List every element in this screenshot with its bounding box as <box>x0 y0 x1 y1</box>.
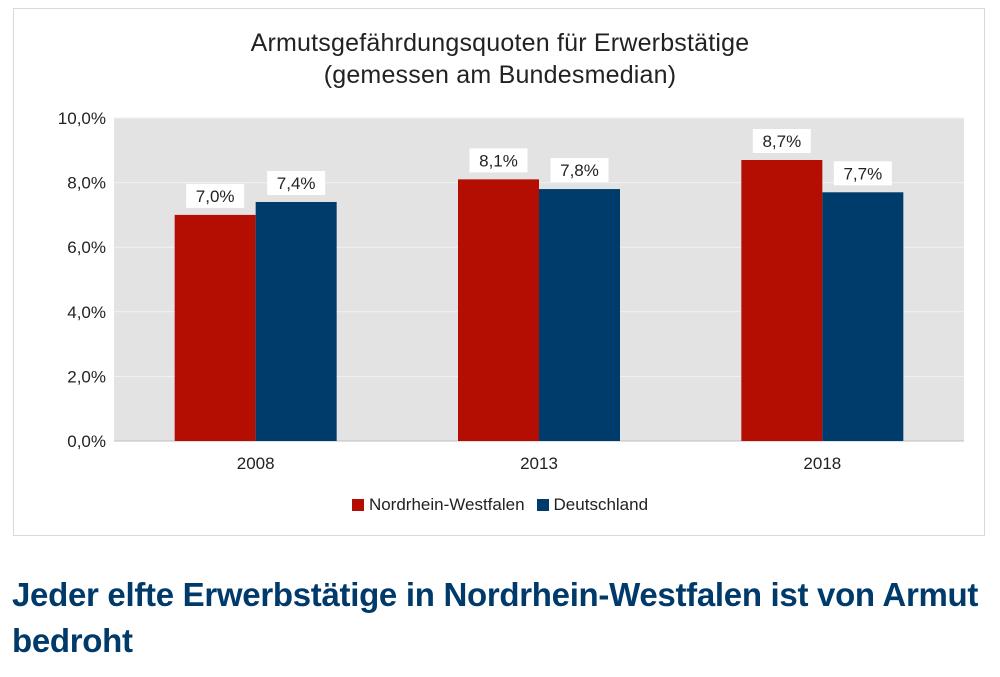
chart-title-block: Armutsgefährdungsquoten für Erwerbstätig… <box>14 27 986 91</box>
data-label: 8,7% <box>762 132 801 151</box>
bar <box>458 179 539 441</box>
y-tick-label: 6,0% <box>67 238 106 257</box>
chart-frame: Armutsgefährdungsquoten für Erwerbstätig… <box>13 8 985 536</box>
data-label: 7,8% <box>560 161 599 180</box>
y-tick-label: 2,0% <box>67 367 106 386</box>
legend-swatch <box>536 499 549 511</box>
data-label: 8,1% <box>479 151 518 170</box>
data-label-box <box>752 128 811 153</box>
data-label-box <box>550 158 609 183</box>
x-tick-label: 2008 <box>237 454 275 473</box>
data-label-box <box>469 148 528 173</box>
legend-item: Nordrhein-Westfalen <box>351 495 525 515</box>
y-tick-label: 10,0% <box>58 109 106 128</box>
x-tick-label: 2013 <box>520 454 558 473</box>
bar-chart: 0,0% 2,0% 4,0% 6,0% 8,0% 10,0% 7,0% 7,4% 2008 8,1… <box>58 109 964 473</box>
data-label: 7,4% <box>277 174 316 193</box>
x-tick-label: 2018 <box>803 454 841 473</box>
y-tick-label: 8,0% <box>67 174 106 193</box>
bar <box>822 192 904 441</box>
data-label: 7,0% <box>196 187 235 206</box>
legend-label: Deutschland <box>553 495 649 514</box>
legend-label: Nordrhein-Westfalen <box>368 495 525 514</box>
chart-subtitle: (gemessen am Bundesmedian) <box>323 61 677 89</box>
legend-swatch <box>351 499 364 511</box>
data-label-box <box>186 183 245 208</box>
y-tick-label: 0,0% <box>67 432 106 451</box>
legend-item: Deutschland <box>536 495 649 515</box>
data-label: 7,7% <box>843 164 882 183</box>
y-tick-label: 4,0% <box>67 303 106 322</box>
bar <box>741 159 823 442</box>
chart-title: Armutsgefährdungsquoten für Erwerbstätig… <box>250 29 750 57</box>
headline: Jeder elfte Erwerbstätige in Nordrhein-W… <box>12 576 979 659</box>
data-label-box <box>833 161 892 186</box>
legend: Nordrhein-Westfalen Deutschland <box>14 495 986 516</box>
bar <box>174 214 256 441</box>
data-label-box <box>267 170 326 195</box>
bar <box>539 189 620 441</box>
bar <box>255 201 337 441</box>
